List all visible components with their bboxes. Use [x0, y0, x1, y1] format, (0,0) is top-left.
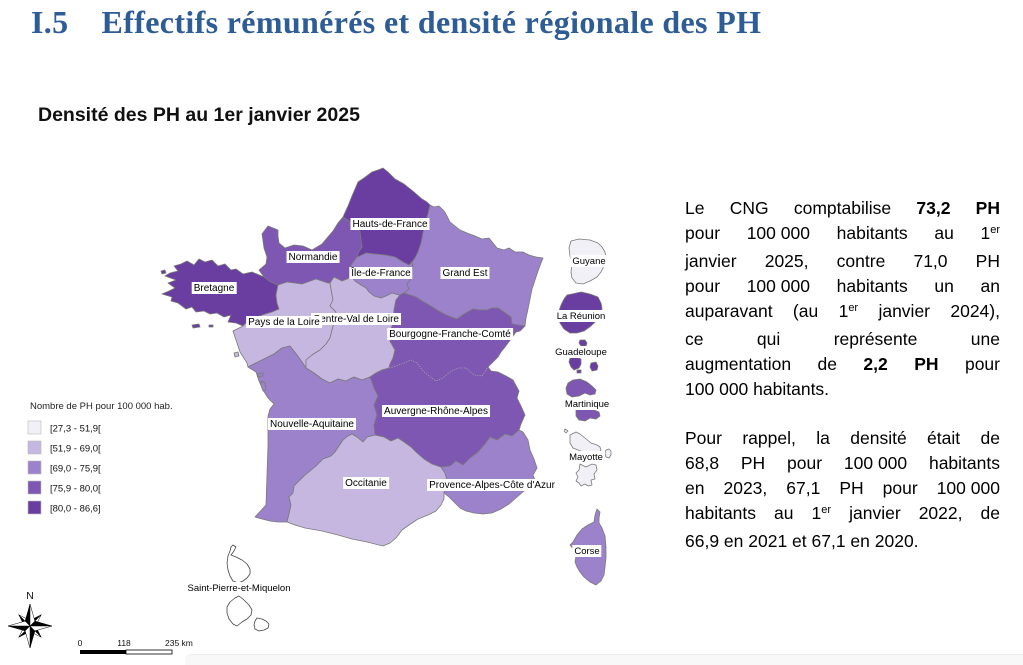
svg-text:Nombre de PH pour 100 000 hab.: Nombre de PH pour 100 000 hab. — [30, 401, 173, 412]
svg-text:[69,0 - 75,9[: [69,0 - 75,9[ — [50, 464, 101, 475]
svg-text:N: N — [26, 590, 34, 602]
svg-text:118: 118 — [117, 638, 131, 648]
svg-text:0: 0 — [78, 638, 83, 648]
svg-text:[80,0 - 86,6]: [80,0 - 86,6] — [50, 504, 101, 515]
svg-text:[75,9 - 80,0[: [75,9 - 80,0[ — [50, 484, 101, 495]
svg-text:[51,9 - 69,0[: [51,9 - 69,0[ — [50, 444, 101, 455]
svg-text:[27,3 - 51,9[: [27,3 - 51,9[ — [50, 424, 101, 435]
svg-text:235 km: 235 km — [165, 638, 193, 648]
